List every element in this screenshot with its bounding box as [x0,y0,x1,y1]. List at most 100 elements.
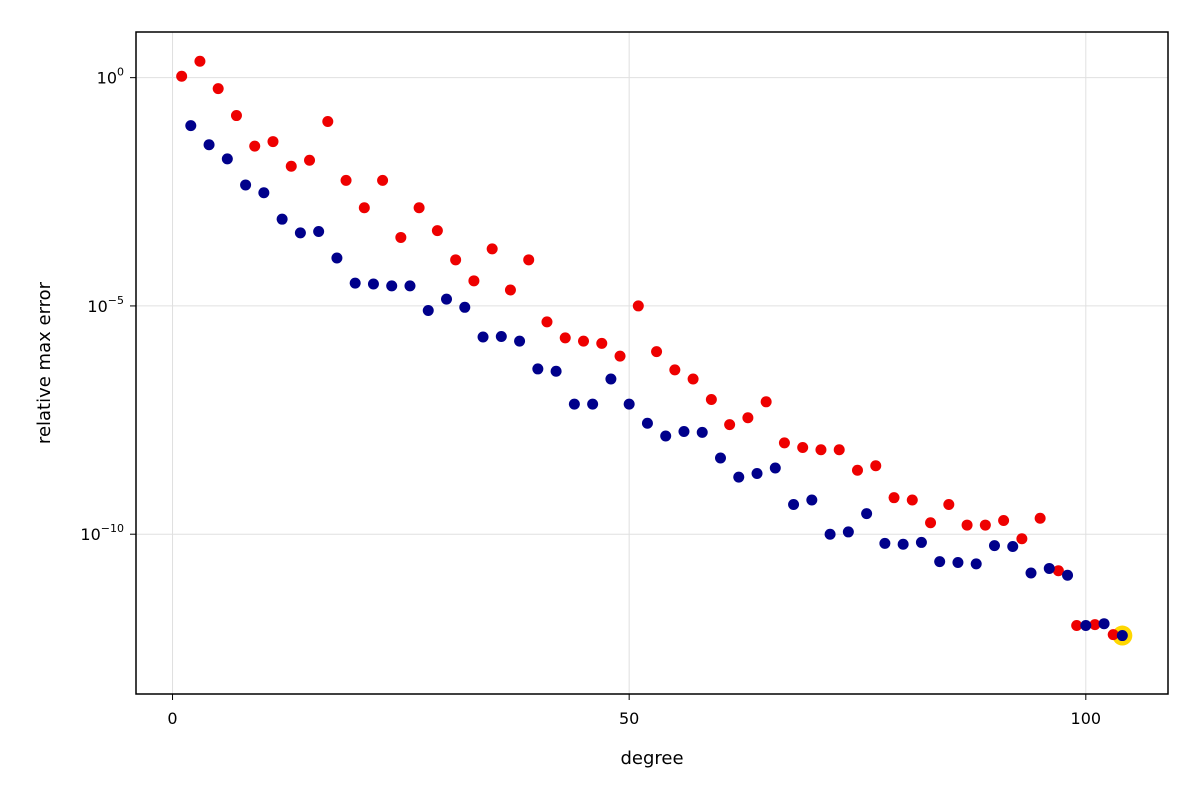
data-point [1052,565,1064,577]
y-axis-title: relative max error [34,281,55,444]
data-point [340,174,352,186]
data-point [276,213,288,225]
data-point [614,350,626,362]
data-point [477,331,489,343]
data-points [176,55,1133,646]
data-point [1098,618,1110,630]
data-point [523,254,535,266]
data-point [459,301,471,313]
data-point [842,526,854,538]
data-point [550,365,562,377]
data-point [358,202,370,214]
data-point [605,373,617,385]
data-point [514,335,526,347]
data-point [413,202,425,214]
data-point [815,444,827,456]
data-point [651,346,663,358]
data-point [925,517,937,529]
data-point [998,515,1010,527]
data-point [806,494,818,506]
data-point [313,226,325,238]
data-point [285,160,297,172]
data-point [176,70,188,82]
data-point [751,467,763,479]
data-point [632,300,644,312]
data-point [851,464,863,476]
data-point [769,462,781,474]
data-point [258,187,270,199]
data-point [304,154,316,166]
data-point [468,275,480,287]
plot-frame [135,31,1169,695]
y-tick-label: 10−10 [80,522,124,544]
data-point [915,536,927,548]
data-point [1080,620,1092,632]
data-point [431,225,443,237]
data-point [349,277,361,289]
axis-ticks: 0 50 100 100 10−5 10−10 [80,66,1101,728]
data-point [760,396,772,408]
data-point [185,120,197,132]
data-point [203,139,215,151]
data-point [641,417,653,429]
data-point [1089,619,1101,631]
data-point [970,558,982,570]
data-point [1025,567,1037,579]
data-point [778,437,790,449]
data-point [450,254,462,266]
data-point [861,508,873,520]
data-point [541,316,553,328]
data-point [212,83,224,95]
x-tick-label: 0 [167,709,177,728]
data-point [1062,569,1074,581]
data-point [897,538,909,550]
data-point [596,337,608,349]
data-point [404,280,416,292]
data-point [824,528,836,540]
data-point [833,444,845,456]
data-point [623,398,635,410]
data-point [578,335,590,347]
y-tick-label: 10−5 [87,294,124,316]
data-point [230,110,242,122]
y-tick-label: 100 [97,66,124,88]
data-point [678,425,690,437]
data-point [742,412,754,424]
data-point [1043,562,1055,574]
data-point [587,398,599,410]
data-point [1107,629,1119,641]
data-point [240,179,252,191]
data-point [733,471,745,483]
data-point [705,394,717,406]
data-point [870,460,882,472]
data-point [486,243,498,255]
data-point [797,441,809,453]
data-point [1007,541,1019,553]
data-point [687,373,699,385]
grid [136,32,1168,694]
data-point [979,519,991,531]
data-point [888,492,900,504]
data-point [559,332,571,344]
data-point [724,419,736,431]
data-point [221,153,233,165]
data-point [322,115,334,127]
data-point [906,494,918,506]
data-point [294,227,306,239]
data-point [249,140,261,152]
data-point [943,499,955,511]
data-point [568,398,580,410]
data-point [367,278,379,290]
data-point [934,556,946,568]
data-point [952,557,964,569]
data-point [386,280,398,292]
data-point [194,55,206,67]
data-point [504,284,516,296]
data-point [267,136,279,148]
data-point [1071,620,1083,632]
data-point [788,499,800,511]
data-point [377,174,389,186]
data-point [988,540,1000,552]
x-tick-label: 100 [1071,709,1102,728]
